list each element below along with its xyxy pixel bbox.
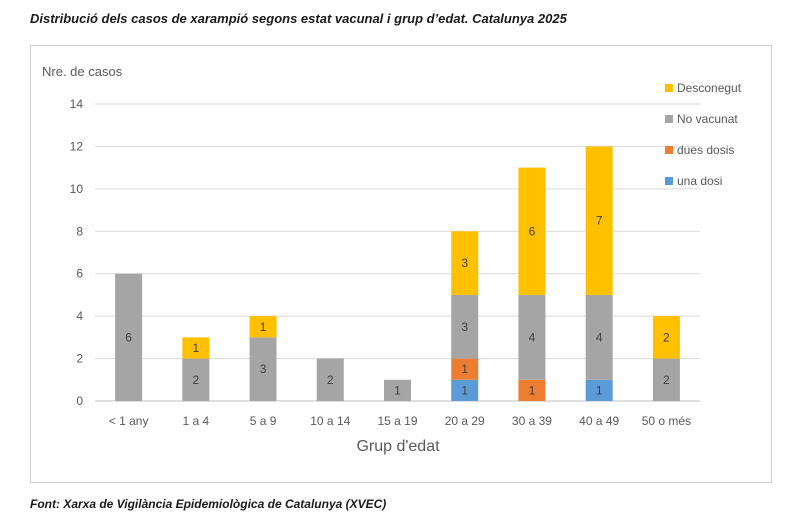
x-tick-label: < 1 any — [109, 414, 149, 428]
bar-segment — [249, 337, 277, 401]
y-tick-labels: 0 2 4 6 8 10 12 14 — [70, 97, 84, 408]
bar-segment — [451, 358, 479, 380]
bar-segment — [585, 294, 613, 380]
bar-segment — [652, 358, 680, 401]
x-tick-label: 20 a 29 — [445, 414, 485, 428]
x-tick-label: 30 a 39 — [512, 414, 552, 428]
bar-segment — [518, 379, 546, 401]
bar-segment — [182, 358, 210, 401]
data-label: 1 — [192, 341, 199, 355]
data-label: 3 — [461, 320, 468, 334]
data-label: 6 — [529, 224, 536, 238]
data-label: 1 — [260, 320, 267, 334]
x-tick-label: 5 a 9 — [250, 414, 277, 428]
bar-segment — [451, 294, 479, 359]
legend-swatch — [665, 146, 673, 154]
data-label: 6 — [125, 330, 132, 344]
y-tick-label: 10 — [70, 182, 84, 196]
data-label: 1 — [596, 383, 603, 397]
data-label: 2 — [663, 330, 670, 344]
legend: Desconegut No vacunat dues dosis una dosi — [665, 81, 742, 188]
bar-segment — [115, 273, 143, 401]
data-label: 1 — [394, 383, 401, 397]
x-axis-title: Grup d'edat — [356, 438, 440, 455]
bar-segment — [585, 379, 613, 401]
x-tick-label: 40 a 49 — [579, 414, 619, 428]
source-note: Font: Xarxa de Vigilància Epidemiològica… — [30, 497, 387, 511]
y-axis-title: Nre. de casos — [42, 64, 123, 79]
data-label: 3 — [260, 362, 267, 376]
legend-swatch — [665, 177, 673, 185]
y-tick-label: 8 — [76, 224, 83, 238]
y-tick-label: 12 — [70, 139, 84, 153]
data-label: 4 — [596, 330, 603, 344]
data-label: 7 — [596, 214, 603, 228]
bars: 6 2 1 3 1 2 1 1 1 3 3 1 4 6 1 4 7 2 2 — [115, 146, 680, 401]
data-label: 3 — [461, 256, 468, 270]
x-tick-label: 15 a 19 — [377, 414, 417, 428]
data-label: 4 — [529, 330, 536, 344]
bar-segment — [384, 379, 411, 401]
data-label: 2 — [663, 373, 670, 387]
y-tick-label: 2 — [76, 352, 83, 366]
data-label: 1 — [529, 383, 536, 397]
data-label: 2 — [192, 373, 199, 387]
y-tick-label: 14 — [70, 97, 84, 111]
bar-segment — [451, 231, 479, 295]
legend-label: una dosi — [677, 174, 722, 188]
x-tick-label: 10 a 14 — [310, 414, 350, 428]
bar-segment — [518, 294, 546, 380]
y-tick-label: 4 — [76, 309, 83, 323]
legend-label: Desconegut — [677, 81, 742, 95]
data-label: 1 — [461, 362, 468, 376]
x-tick-labels: < 1 any 1 a 4 5 a 9 10 a 14 15 a 19 20 a 29 30… — [109, 414, 691, 428]
x-tick-label: 50 o més — [642, 414, 691, 428]
legend-label: dues dosis — [677, 143, 734, 157]
chart-frame — [30, 45, 772, 483]
bar-segment — [451, 379, 479, 401]
legend-swatch — [665, 115, 673, 123]
bar-segment — [249, 316, 277, 338]
x-tick-label: 1 a 4 — [182, 414, 209, 428]
page-title: Distribució dels casos de xarampió segon… — [30, 11, 567, 26]
bar-segment — [652, 316, 680, 359]
bar-segment — [585, 146, 613, 295]
data-label: 1 — [461, 383, 468, 397]
bar-segment — [518, 167, 546, 295]
y-tick-label: 0 — [76, 394, 83, 408]
legend-label: No vacunat — [677, 112, 738, 126]
y-tick-label: 6 — [76, 267, 83, 281]
legend-swatch — [665, 84, 673, 92]
data-label: 2 — [327, 373, 334, 387]
bar-segment — [182, 337, 210, 359]
bar-segment — [316, 358, 344, 401]
